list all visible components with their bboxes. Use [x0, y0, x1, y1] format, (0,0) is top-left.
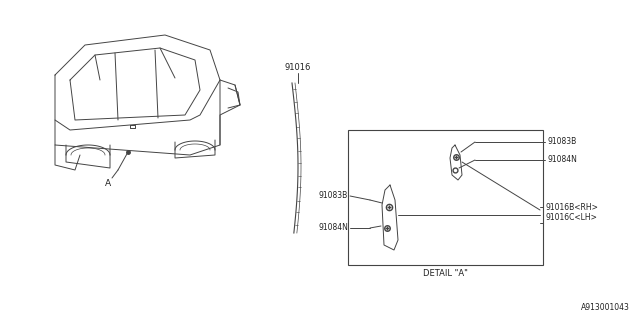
Text: 91084N: 91084N: [318, 223, 348, 233]
Text: 91016B<RH>: 91016B<RH>: [545, 203, 598, 212]
Text: 91016: 91016: [285, 63, 311, 73]
Text: 91016C<LH>: 91016C<LH>: [545, 213, 597, 222]
Text: DETAIL "A": DETAIL "A": [423, 269, 468, 278]
Bar: [348, 130, 543, 265]
Text: A913001043: A913001043: [581, 303, 630, 313]
Text: 91084N: 91084N: [547, 156, 577, 164]
Text: 91083B: 91083B: [319, 191, 348, 201]
Text: 91083B: 91083B: [547, 138, 576, 147]
Text: A: A: [105, 179, 111, 188]
